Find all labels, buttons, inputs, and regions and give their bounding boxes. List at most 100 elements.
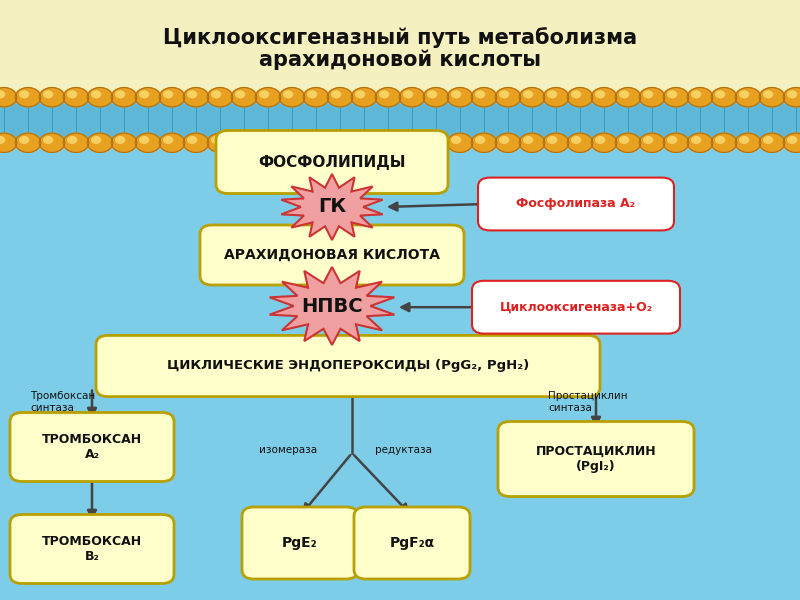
Circle shape [615,88,641,107]
Circle shape [567,133,593,152]
FancyBboxPatch shape [10,514,174,583]
Circle shape [543,88,569,107]
Circle shape [116,91,125,98]
FancyBboxPatch shape [10,413,174,481]
Circle shape [308,91,317,98]
Circle shape [567,88,593,107]
Circle shape [740,137,749,143]
Circle shape [63,133,89,152]
Circle shape [231,133,257,152]
Circle shape [735,133,761,152]
Circle shape [428,91,437,98]
Circle shape [788,91,797,98]
Circle shape [20,91,29,98]
FancyBboxPatch shape [200,225,464,285]
Circle shape [231,88,257,107]
Circle shape [0,91,5,98]
Text: Циклооксигеназный путь метаболизма: Циклооксигеназный путь метаболизма [163,27,637,48]
Circle shape [375,88,401,107]
Circle shape [116,137,125,143]
Circle shape [284,91,293,98]
Circle shape [351,133,377,152]
FancyBboxPatch shape [216,130,448,193]
Circle shape [399,88,425,107]
Circle shape [92,91,101,98]
Circle shape [735,88,761,107]
Circle shape [452,91,461,98]
Circle shape [159,133,185,152]
Circle shape [260,137,269,143]
Circle shape [332,91,341,98]
Circle shape [332,137,341,143]
Circle shape [15,133,41,152]
Circle shape [284,137,293,143]
Circle shape [308,137,317,143]
Circle shape [548,137,557,143]
Bar [0,93,800,600]
Circle shape [716,91,725,98]
Circle shape [404,137,413,143]
FancyBboxPatch shape [354,507,470,579]
FancyBboxPatch shape [472,281,680,334]
Polygon shape [282,174,382,240]
Circle shape [423,88,449,107]
Circle shape [68,137,77,143]
Bar [0,0,800,93]
Circle shape [692,137,701,143]
Circle shape [207,88,233,107]
Circle shape [711,88,737,107]
Circle shape [68,91,77,98]
Circle shape [255,88,281,107]
Circle shape [111,133,137,152]
Circle shape [668,137,677,143]
Circle shape [212,91,221,98]
Circle shape [620,137,629,143]
Circle shape [399,133,425,152]
Circle shape [92,137,101,143]
FancyBboxPatch shape [498,421,694,497]
Circle shape [452,137,461,143]
Circle shape [164,137,173,143]
Bar [0,99,800,141]
Circle shape [687,88,713,107]
Text: ПРОСТАЦИКЛИН
(PgI₂): ПРОСТАЦИКЛИН (PgI₂) [536,445,656,473]
Circle shape [620,91,629,98]
Circle shape [639,133,665,152]
Circle shape [519,133,545,152]
Circle shape [644,91,653,98]
Polygon shape [270,267,394,345]
Text: Фосфолипаза А₂: Фосфолипаза А₂ [517,197,635,211]
Text: Циклооксигеназа+О₂: Циклооксигеназа+О₂ [499,301,653,314]
Circle shape [663,133,689,152]
Circle shape [351,88,377,107]
Circle shape [615,133,641,152]
Circle shape [471,88,497,107]
Circle shape [524,91,533,98]
Circle shape [783,88,800,107]
Circle shape [303,88,329,107]
Text: ФОСФОЛИПИДЫ: ФОСФОЛИПИДЫ [258,154,406,169]
Circle shape [644,137,653,143]
Circle shape [543,133,569,152]
Circle shape [63,88,89,107]
Text: ЦИКЛИЧЕСКИЕ ЭНДОПЕРОКСИДЫ (PgG₂, PgH₂): ЦИКЛИЧЕСКИЕ ЭНДОПЕРОКСИДЫ (PgG₂, PgH₂) [167,359,529,373]
Circle shape [476,91,485,98]
Circle shape [764,137,773,143]
Circle shape [183,133,209,152]
Text: PgF₂α: PgF₂α [390,536,434,550]
Circle shape [188,91,197,98]
Circle shape [764,91,773,98]
Circle shape [140,91,149,98]
Circle shape [572,137,581,143]
Circle shape [303,133,329,152]
Circle shape [692,91,701,98]
Circle shape [639,88,665,107]
Text: ГК: ГК [318,197,346,217]
Circle shape [236,91,245,98]
Circle shape [471,133,497,152]
Circle shape [548,91,557,98]
Circle shape [759,133,785,152]
Circle shape [663,88,689,107]
Circle shape [519,88,545,107]
Circle shape [20,137,29,143]
